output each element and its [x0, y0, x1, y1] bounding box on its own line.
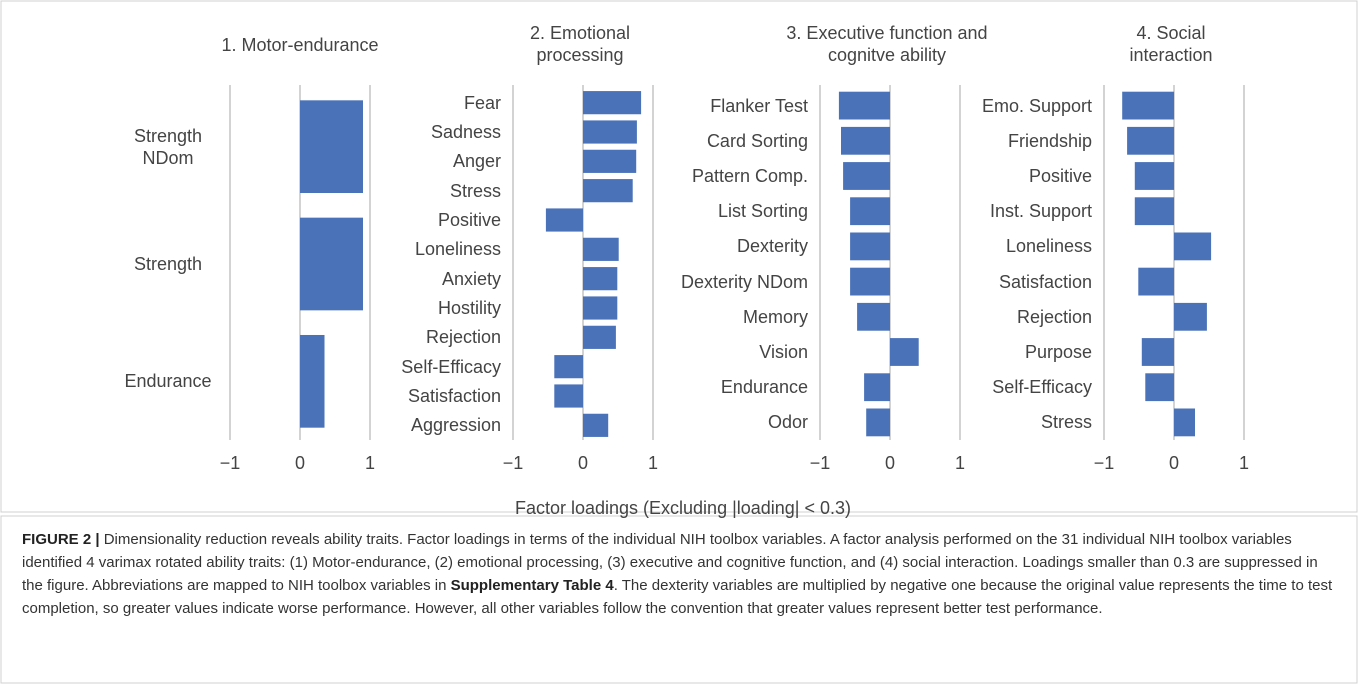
y-tick-label: Dexterity NDom [680, 271, 808, 292]
panel-title: 2. Emotional processing [529, 23, 631, 65]
y-tick-label: Purpose [1024, 342, 1092, 362]
caption-text: Dimensionality reduction reveals ability… [22, 531, 1318, 594]
x-tick-label: 0 [577, 453, 588, 473]
bar [300, 100, 363, 194]
y-tick-label: Hostility [437, 298, 501, 318]
bar [545, 208, 583, 232]
caption-text: . The dexterity variables are multiplied… [22, 577, 1333, 617]
bar [1174, 302, 1207, 331]
bar [1127, 126, 1174, 155]
bar [850, 197, 890, 226]
x-tick-label: −1 [219, 453, 241, 473]
bar [890, 338, 919, 366]
y-tick-label: List Sorting [717, 201, 808, 222]
y-tick-label: Endurance [124, 371, 212, 392]
bar [841, 126, 890, 155]
bar [866, 408, 890, 437]
caption-ref: Supplementary Table 4 [450, 577, 614, 594]
y-tick-label: Anger [452, 151, 501, 172]
y-tick-label: Vision [759, 342, 808, 362]
bar [583, 149, 637, 173]
bar [1134, 197, 1174, 226]
y-tick-label: Flanker Test [710, 95, 808, 116]
bar [300, 217, 363, 311]
y-tick-label: Strength [133, 254, 203, 274]
bar [583, 179, 633, 203]
bar [1174, 408, 1195, 437]
bar [1141, 338, 1174, 366]
y-tick-label: Anxiety [441, 268, 501, 289]
y-tick-label: Rejection [1016, 306, 1092, 327]
bar [864, 373, 890, 402]
y-tick-label: Positive [437, 210, 501, 230]
y-tick-label: Card Sorting [706, 130, 808, 151]
bar [843, 162, 890, 190]
x-tick-label: −1 [1093, 453, 1115, 473]
x-tick-label: 0 [294, 453, 305, 473]
y-tick-label: Satisfaction [407, 386, 501, 406]
bar [554, 384, 583, 408]
y-tick-label: Self-Efficacy [401, 356, 501, 377]
x-axis-label: Factor loadings (Excluding |loading| < 0… [514, 498, 852, 518]
panel-title: 1. Motor-endurance [221, 35, 379, 55]
bar [850, 267, 890, 296]
y-tick-label: Loneliness [1005, 236, 1092, 257]
bar [583, 91, 642, 115]
y-tick-label: Odor [767, 412, 808, 433]
y-tick-label: Friendship [1007, 130, 1092, 151]
bar [838, 91, 890, 120]
x-tick-label: 1 [1238, 453, 1249, 473]
x-tick-label: −1 [809, 453, 831, 473]
bar [857, 302, 890, 331]
x-tick-label: 0 [884, 453, 895, 473]
y-tick-label: Emo. Support [981, 95, 1092, 116]
y-tick-label: Endurance [720, 377, 808, 398]
bar [300, 334, 325, 428]
bar [583, 325, 616, 349]
caption: FIGURE 2 | Dimensionality reduction reve… [22, 528, 1342, 620]
y-tick-label: Stress [1040, 412, 1092, 433]
x-tick-label: 1 [954, 453, 965, 473]
y-tick-label: Loneliness [414, 239, 501, 260]
bar [1145, 373, 1174, 402]
panel-title: 3. Executive function and cognitve abili… [786, 23, 988, 65]
y-tick-label: Rejection [425, 327, 501, 348]
bar [583, 296, 618, 320]
bar [583, 237, 619, 261]
bar [583, 413, 609, 437]
y-tick-label: Memory [742, 306, 808, 327]
bar [1138, 267, 1174, 296]
caption-label: FIGURE 2 | [22, 531, 100, 548]
x-tick-label: 0 [1168, 453, 1179, 473]
bar [583, 120, 637, 144]
x-tick-label: −1 [502, 453, 524, 473]
panel-title: 4. Social interaction [1129, 23, 1213, 65]
y-tick-label: Positive [1028, 166, 1092, 186]
figure-frame [0, 0, 1358, 513]
y-tick-label: Dexterity [736, 236, 808, 257]
bar [1174, 232, 1212, 261]
y-tick-label: Fear [463, 92, 501, 113]
bar [850, 232, 890, 261]
bar [1122, 91, 1174, 120]
y-tick-label: Pattern Comp. [691, 166, 808, 186]
y-tick-label: Inst. Support [989, 201, 1092, 222]
bar [583, 267, 618, 291]
y-tick-label: Stress [449, 180, 501, 201]
y-tick-label: Self-Efficacy [992, 377, 1092, 398]
x-tick-label: 1 [647, 453, 658, 473]
y-tick-label: Strength NDom [133, 125, 203, 168]
y-tick-label: Sadness [430, 122, 501, 142]
caption-frame [0, 515, 1358, 684]
y-tick-label: Aggression [410, 415, 501, 436]
bar [554, 355, 583, 379]
bar [1134, 162, 1174, 190]
y-tick-label: Satisfaction [998, 271, 1092, 292]
x-tick-label: 1 [364, 453, 375, 473]
